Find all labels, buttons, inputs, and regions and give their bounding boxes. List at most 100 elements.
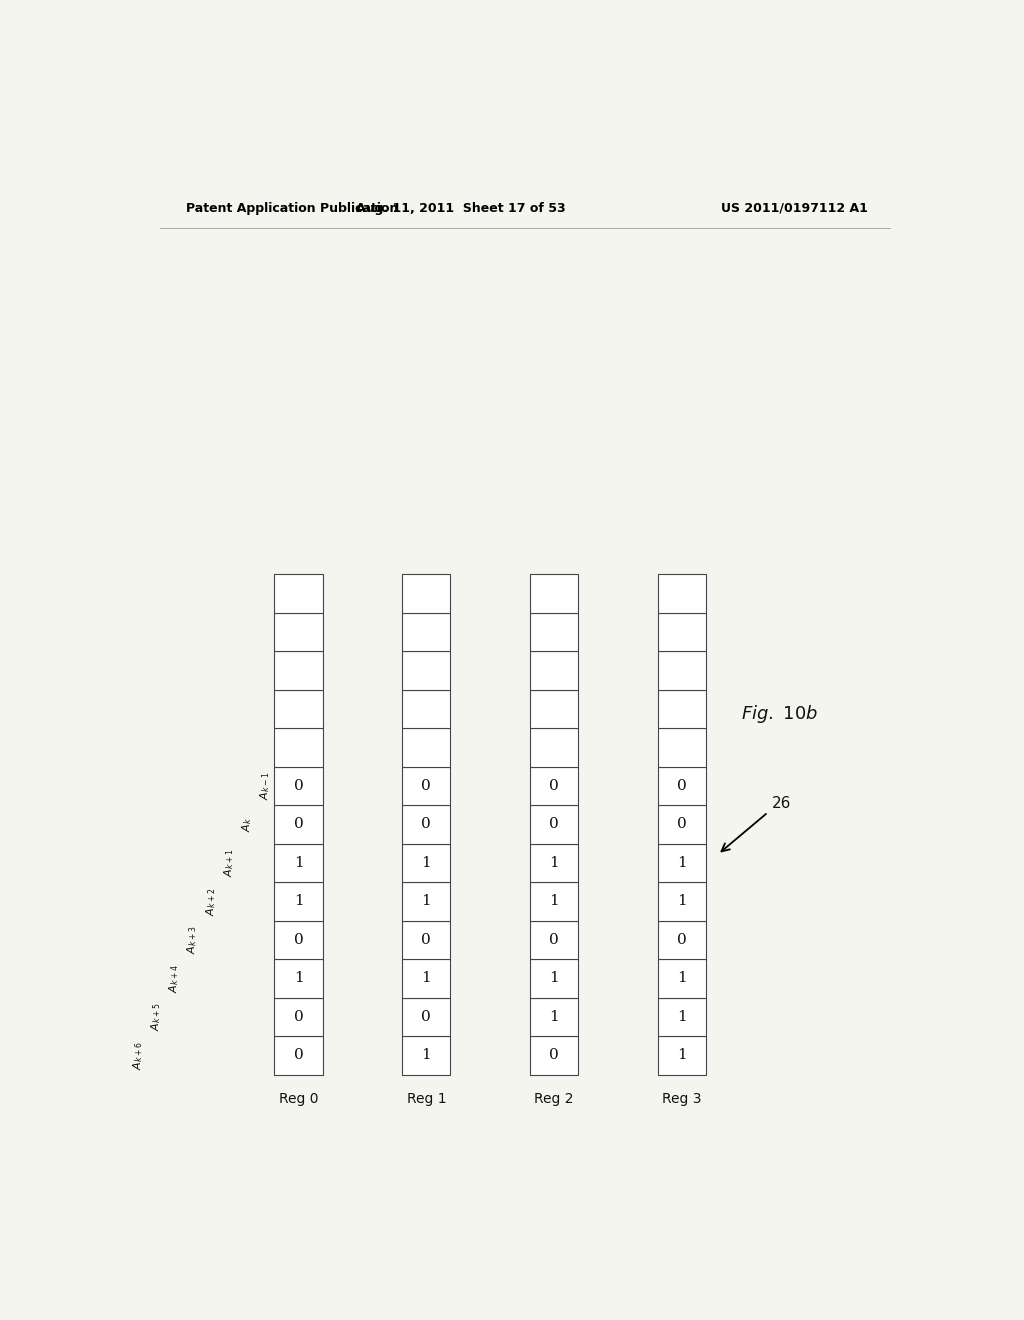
- Bar: [274, 574, 323, 612]
- Bar: [402, 843, 451, 882]
- Bar: [658, 574, 707, 612]
- Bar: [658, 689, 707, 729]
- Bar: [658, 843, 707, 882]
- Bar: [274, 843, 323, 882]
- Bar: [530, 882, 579, 921]
- Bar: [530, 805, 579, 843]
- Text: 1: 1: [677, 1048, 687, 1063]
- Text: $A_{k+6}$: $A_{k+6}$: [131, 1041, 144, 1069]
- Text: 0: 0: [294, 1010, 303, 1024]
- Bar: [658, 882, 707, 921]
- Text: $\mathit{Fig.\ 10b}$: $\mathit{Fig.\ 10b}$: [741, 704, 818, 726]
- Bar: [402, 729, 451, 767]
- Text: 0: 0: [549, 1048, 559, 1063]
- Bar: [402, 921, 451, 960]
- Text: 0: 0: [422, 817, 431, 832]
- Text: $A_{k+5}$: $A_{k+5}$: [150, 1003, 163, 1031]
- Bar: [402, 651, 451, 689]
- Bar: [274, 882, 323, 921]
- Text: 1: 1: [677, 895, 687, 908]
- Bar: [658, 998, 707, 1036]
- Bar: [530, 651, 579, 689]
- Text: Aug. 11, 2011  Sheet 17 of 53: Aug. 11, 2011 Sheet 17 of 53: [356, 202, 566, 215]
- Bar: [402, 689, 451, 729]
- Text: 1: 1: [422, 895, 431, 908]
- Text: Patent Application Publication: Patent Application Publication: [186, 202, 398, 215]
- Text: 26: 26: [772, 796, 792, 810]
- Text: Reg 1: Reg 1: [407, 1092, 446, 1106]
- Bar: [530, 767, 579, 805]
- Bar: [402, 612, 451, 651]
- Bar: [274, 767, 323, 805]
- Text: 0: 0: [549, 933, 559, 946]
- Text: 0: 0: [677, 817, 687, 832]
- Text: 0: 0: [294, 933, 303, 946]
- Bar: [658, 767, 707, 805]
- Text: 0: 0: [294, 779, 303, 793]
- Bar: [530, 689, 579, 729]
- Bar: [530, 1036, 579, 1074]
- Bar: [274, 689, 323, 729]
- Text: 1: 1: [677, 1010, 687, 1024]
- Bar: [658, 651, 707, 689]
- Bar: [530, 921, 579, 960]
- Bar: [274, 612, 323, 651]
- Bar: [530, 729, 579, 767]
- Bar: [402, 805, 451, 843]
- Text: 0: 0: [422, 933, 431, 946]
- Bar: [274, 1036, 323, 1074]
- Text: 1: 1: [422, 1048, 431, 1063]
- Text: $A_{k+2}$: $A_{k+2}$: [204, 887, 218, 916]
- Text: $A_{k+3}$: $A_{k+3}$: [185, 925, 200, 954]
- Text: Reg 2: Reg 2: [535, 1092, 574, 1106]
- Text: 1: 1: [294, 972, 303, 986]
- Bar: [530, 843, 579, 882]
- Bar: [402, 998, 451, 1036]
- Text: $A_{k+4}$: $A_{k+4}$: [167, 964, 181, 993]
- Text: Reg 3: Reg 3: [663, 1092, 701, 1106]
- Bar: [274, 998, 323, 1036]
- Bar: [274, 651, 323, 689]
- Bar: [530, 998, 579, 1036]
- Bar: [658, 729, 707, 767]
- Text: 1: 1: [294, 895, 303, 908]
- Text: 1: 1: [677, 972, 687, 986]
- Bar: [402, 960, 451, 998]
- Bar: [402, 574, 451, 612]
- Text: 0: 0: [294, 817, 303, 832]
- Bar: [402, 882, 451, 921]
- Text: 0: 0: [422, 779, 431, 793]
- Text: Reg 0: Reg 0: [279, 1092, 318, 1106]
- Bar: [402, 1036, 451, 1074]
- Text: 0: 0: [677, 779, 687, 793]
- Bar: [658, 1036, 707, 1074]
- Text: 1: 1: [549, 1010, 559, 1024]
- Text: 1: 1: [294, 855, 303, 870]
- Bar: [402, 767, 451, 805]
- Bar: [658, 805, 707, 843]
- Text: $A_{k+1}$: $A_{k+1}$: [222, 849, 236, 878]
- Text: 0: 0: [677, 933, 687, 946]
- Text: 0: 0: [549, 779, 559, 793]
- Text: US 2011/0197112 A1: US 2011/0197112 A1: [721, 202, 868, 215]
- Bar: [274, 729, 323, 767]
- Text: 1: 1: [422, 972, 431, 986]
- Text: 1: 1: [677, 855, 687, 870]
- Bar: [658, 960, 707, 998]
- Text: 1: 1: [549, 895, 559, 908]
- Text: $A_k$: $A_k$: [241, 817, 254, 832]
- Text: 1: 1: [549, 972, 559, 986]
- Text: 0: 0: [549, 817, 559, 832]
- Bar: [274, 921, 323, 960]
- Text: $A_{k-1}$: $A_{k-1}$: [258, 772, 272, 800]
- Bar: [274, 960, 323, 998]
- Text: 1: 1: [549, 855, 559, 870]
- Bar: [530, 574, 579, 612]
- Bar: [658, 921, 707, 960]
- Text: 0: 0: [422, 1010, 431, 1024]
- Text: 0: 0: [294, 1048, 303, 1063]
- Bar: [530, 612, 579, 651]
- Bar: [530, 960, 579, 998]
- Bar: [658, 612, 707, 651]
- Bar: [274, 805, 323, 843]
